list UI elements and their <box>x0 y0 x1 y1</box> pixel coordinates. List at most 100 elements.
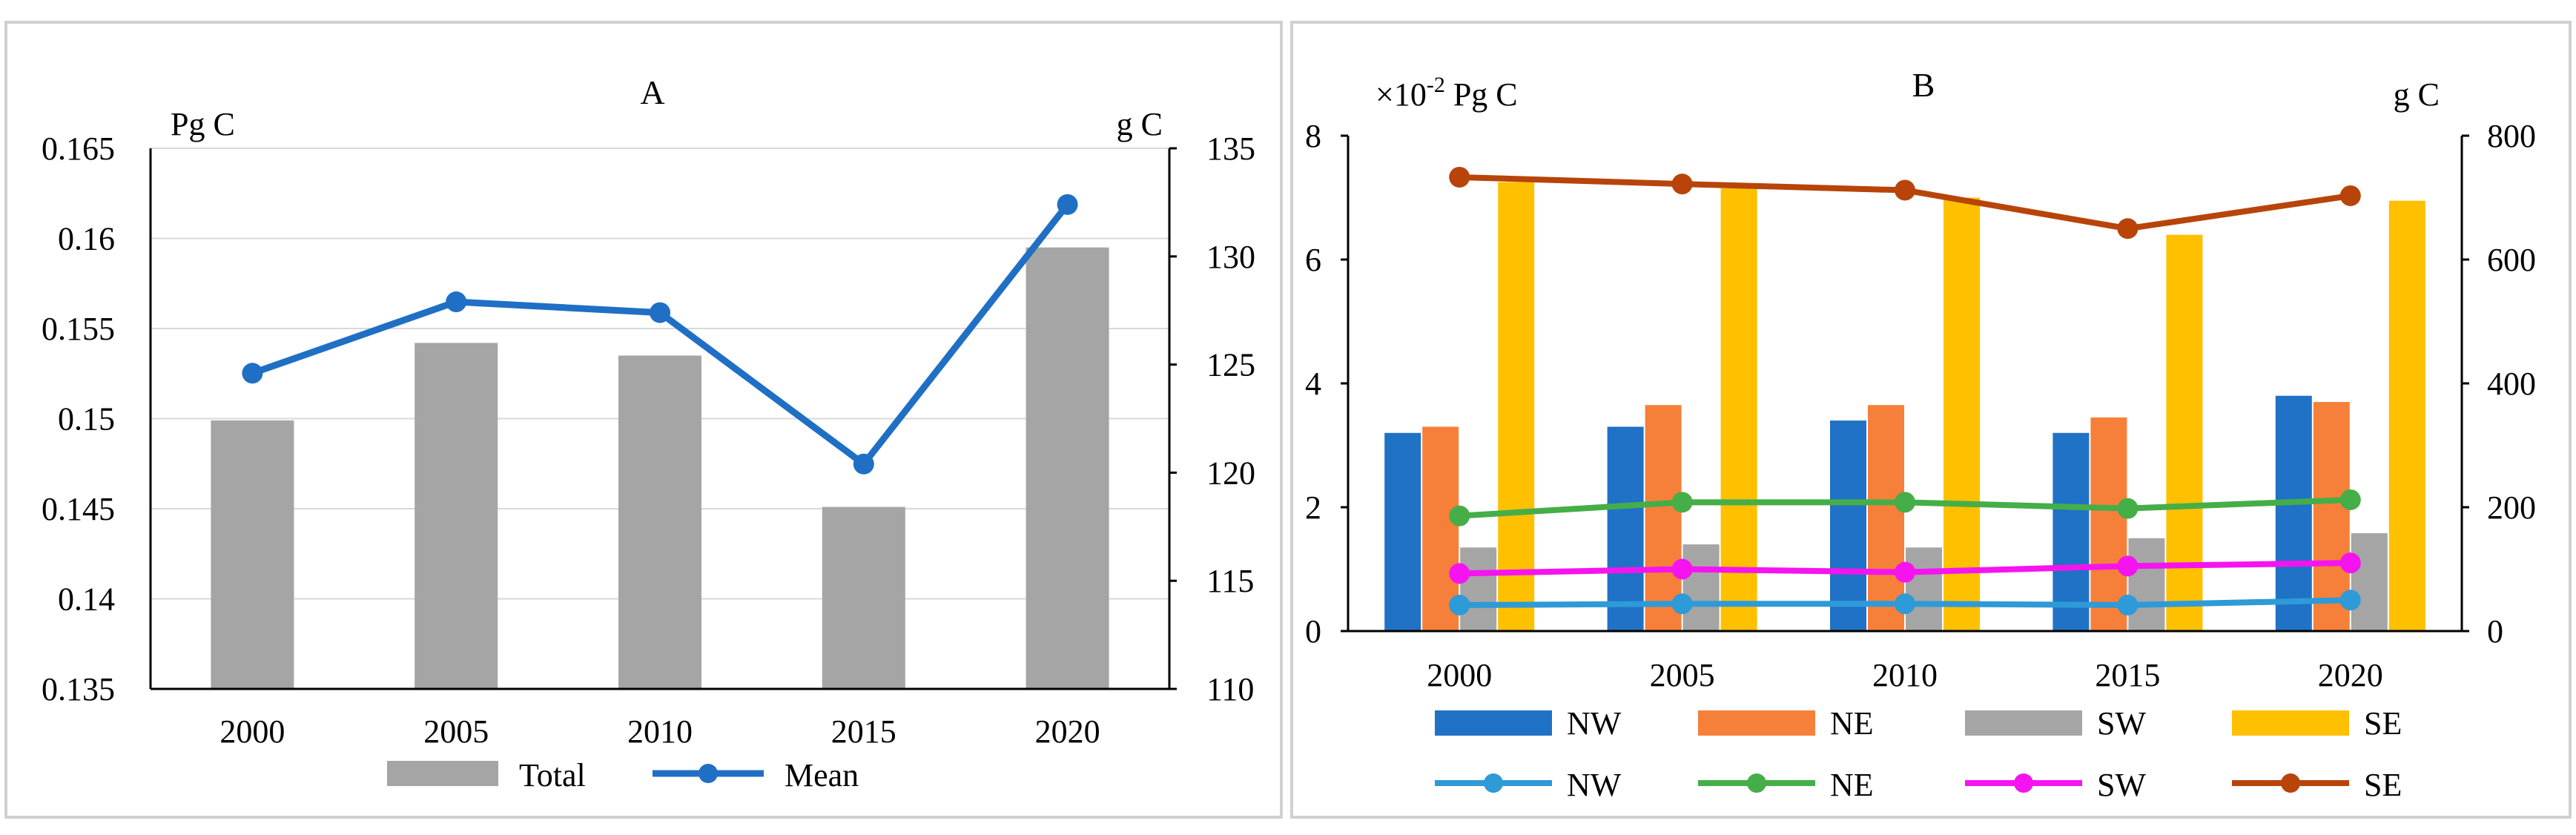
x-tick-label: 2000 <box>219 713 285 750</box>
point-sw-2010 <box>1895 561 1915 583</box>
bar-se-2005 <box>1720 188 1757 632</box>
legend-label-total: Total <box>519 757 586 793</box>
bar-total-2000 <box>211 420 294 689</box>
x-tick-label: 2010 <box>627 713 693 750</box>
point-ne-2020 <box>2339 489 2361 510</box>
x-tick-label: 2020 <box>2318 657 2383 693</box>
right-tick-label: 400 <box>2487 366 2536 402</box>
panel-b-legend: NW NE SW SE NW NE SW SE <box>1435 705 2402 803</box>
bar-sw-2020 <box>2351 533 2388 631</box>
panel-b-lines <box>1449 166 2361 615</box>
bar-ne-2010 <box>1868 405 1904 631</box>
left-tick-label: 0.16 <box>58 221 115 257</box>
panel-a-legend: Total Mean <box>387 757 859 793</box>
bar-ne-2005 <box>1645 405 1682 631</box>
bar-nw-2005 <box>1607 426 1644 631</box>
left-tick-label: 6 <box>1305 242 1321 278</box>
left-tick-label: 8 <box>1305 118 1321 154</box>
point-sw-2015 <box>2117 555 2139 577</box>
bar-sw-2010 <box>1906 547 1942 631</box>
left-tick-label: 4 <box>1305 366 1321 402</box>
legend-label-line-sw: SW <box>2097 767 2146 803</box>
x-tick-label: 2015 <box>2095 657 2160 693</box>
right-tick-label: 120 <box>1206 455 1255 491</box>
legend-swatch-marker-nw <box>1484 773 1503 793</box>
right-tick-label: 0 <box>2487 613 2503 650</box>
bar-nw-2015 <box>2052 432 2090 631</box>
panel-a-right-unit: g C <box>1117 106 1163 142</box>
bar-ne-2015 <box>2090 417 2127 631</box>
panel-a-bars <box>211 247 1109 689</box>
bar-total-2015 <box>822 506 905 689</box>
bar-total-2020 <box>1026 247 1109 689</box>
point-sw-2005 <box>1671 558 1693 580</box>
panel-b-bars <box>1384 182 2425 632</box>
left-tick-label: 2 <box>1305 489 1321 526</box>
mean-point-2010 <box>650 302 670 323</box>
left-tick-label: 0.135 <box>42 671 115 707</box>
left-tick-label: 0.165 <box>42 131 115 167</box>
right-tick-label: 110 <box>1206 671 1254 707</box>
point-se-2010 <box>1895 179 1915 201</box>
point-ne-2005 <box>1671 492 1693 513</box>
legend-swatch-marker-se <box>2281 773 2300 793</box>
point-ne-2000 <box>1449 505 1470 527</box>
legend-swatch-mean-marker <box>699 764 718 783</box>
panel-b-left-unit-prefix: ×10 <box>1375 76 1427 113</box>
panel-a-mean-line <box>242 194 1078 475</box>
panel-a-left-unit: Pg C <box>171 106 235 142</box>
panel-a-gridlines <box>151 148 1169 600</box>
legend-label-line-nw: NW <box>1567 767 1622 803</box>
panel-b-frame <box>1290 21 2572 819</box>
bar-ne-2000 <box>1422 426 1459 631</box>
panel-b-title: B <box>1912 66 1935 104</box>
mean-point-2000 <box>242 363 263 384</box>
legend-label-bar-ne: NE <box>1830 705 1874 742</box>
panel-b-right-ticks: 0 200 400 600 800 <box>2462 118 2536 650</box>
x-tick-label: 2010 <box>1872 657 1938 693</box>
bar-sw-2000 <box>1460 547 1497 631</box>
left-tick-label: 0.145 <box>42 491 115 527</box>
point-nw-2000 <box>1449 594 1470 615</box>
bar-se-2000 <box>1498 182 1535 631</box>
panel-b: 0 2 4 6 8 0 200 400 600 800 2000 2005 2010 2015 2020… <box>1305 66 2536 803</box>
point-se-2015 <box>2117 218 2139 240</box>
x-tick-label: 2005 <box>423 713 489 750</box>
bar-se-2015 <box>2166 234 2203 632</box>
legend-swatch-marker-ne <box>1747 773 1766 793</box>
legend-label-bar-sw: SW <box>2097 705 2146 742</box>
legend-swatch-total <box>387 761 498 786</box>
right-tick-label: 115 <box>1206 563 1254 599</box>
panel-a-x-ticks: 2000 2005 2010 2015 2020 <box>219 713 1100 750</box>
panel-b-left-unit-exponent: -2 <box>1427 73 1445 97</box>
bar-nw-2020 <box>2275 395 2312 631</box>
right-tick-label: 800 <box>2487 118 2536 154</box>
legend-swatch-bar-ne <box>1698 710 1815 736</box>
point-nw-2020 <box>2339 590 2361 611</box>
mean-point-2005 <box>446 291 467 313</box>
right-tick-label: 200 <box>2487 489 2536 526</box>
left-tick-label: 0.14 <box>58 581 115 618</box>
point-ne-2010 <box>1895 492 1915 513</box>
x-tick-label: 2005 <box>1650 657 1715 693</box>
left-tick-label: 0 <box>1305 613 1321 650</box>
panel-b-x-ticks: 2000 2005 2010 2015 2020 <box>1427 657 2383 693</box>
point-ne-2015 <box>2117 498 2139 519</box>
panel-b-left-unit-suffix: Pg C <box>1445 76 1518 113</box>
x-tick-label: 2000 <box>1427 657 1492 693</box>
legend-swatch-bar-nw <box>1435 710 1552 736</box>
legend-swatch-marker-sw <box>2014 773 2033 793</box>
legend-label-mean: Mean <box>785 757 859 793</box>
right-tick-label: 130 <box>1206 239 1255 275</box>
bar-se-2020 <box>2388 200 2425 631</box>
mean-point-2015 <box>853 453 874 475</box>
right-tick-label: 125 <box>1206 347 1255 383</box>
panel-a-right-ticks: 110 115 120 125 130 135 <box>1169 131 1255 707</box>
point-sw-2000 <box>1449 563 1470 584</box>
panel-b-left-unit: ×10-2 Pg C <box>1375 73 1518 113</box>
x-tick-label: 2015 <box>831 713 896 750</box>
point-se-2000 <box>1449 166 1470 188</box>
legend-swatch-bar-sw <box>1965 710 2082 736</box>
